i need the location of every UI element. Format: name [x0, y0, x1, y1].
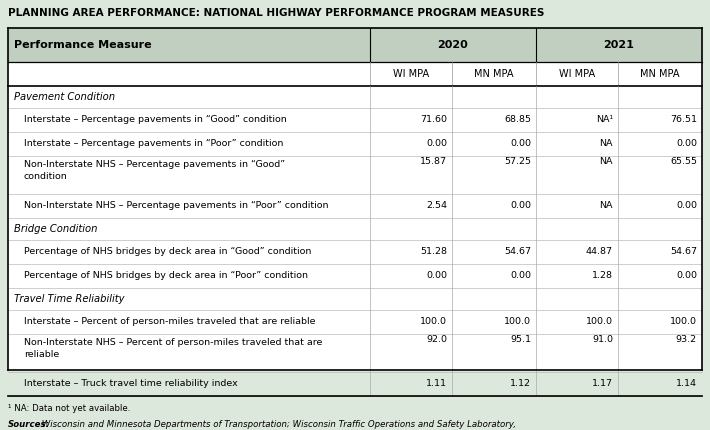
Text: NA: NA: [599, 157, 613, 166]
Text: 100.0: 100.0: [420, 317, 447, 326]
Text: Interstate – Percentage pavements in “Good” condition: Interstate – Percentage pavements in “Go…: [24, 116, 287, 125]
Text: 0.00: 0.00: [676, 202, 697, 211]
Text: 0.00: 0.00: [676, 139, 697, 148]
Text: Bridge Condition: Bridge Condition: [14, 224, 97, 234]
Text: WI MPA: WI MPA: [393, 69, 429, 79]
Text: Pavement Condition: Pavement Condition: [14, 92, 115, 102]
Text: NA¹: NA¹: [596, 116, 613, 125]
Text: WI MPA: WI MPA: [559, 69, 595, 79]
Text: Percentage of NHS bridges by deck area in “Good” condition: Percentage of NHS bridges by deck area i…: [24, 248, 312, 257]
Text: Sources:: Sources:: [8, 420, 50, 429]
Text: 1.11: 1.11: [426, 380, 447, 388]
Text: 100.0: 100.0: [670, 317, 697, 326]
Text: Interstate – Percentage pavements in “Poor” condition: Interstate – Percentage pavements in “Po…: [24, 139, 283, 148]
Text: 0.00: 0.00: [426, 139, 447, 148]
Text: Wisconsin and Minnesota Departments of Transportation; Wisconsin Traffic Operati: Wisconsin and Minnesota Departments of T…: [39, 420, 515, 429]
Text: 0.00: 0.00: [510, 271, 531, 280]
Text: 2021: 2021: [604, 40, 635, 50]
Text: 65.55: 65.55: [670, 157, 697, 166]
Bar: [8, 28, 702, 370]
Text: Interstate – Truck travel time reliability index: Interstate – Truck travel time reliabili…: [24, 380, 238, 388]
Text: 100.0: 100.0: [504, 317, 531, 326]
Text: Non-Interstate NHS – Percentage pavements in “Poor” condition: Non-Interstate NHS – Percentage pavement…: [24, 202, 329, 211]
Text: 2020: 2020: [437, 40, 469, 50]
Text: Performance Measure: Performance Measure: [14, 40, 152, 50]
Text: Travel Time Reliability: Travel Time Reliability: [14, 294, 124, 304]
Text: 1.28: 1.28: [592, 271, 613, 280]
Text: 0.00: 0.00: [676, 271, 697, 280]
Text: 0.00: 0.00: [510, 139, 531, 148]
Text: 100.0: 100.0: [586, 317, 613, 326]
Text: NA: NA: [599, 202, 613, 211]
Text: Percentage of NHS bridges by deck area in “Poor” condition: Percentage of NHS bridges by deck area i…: [24, 271, 308, 280]
Text: 93.2: 93.2: [676, 335, 697, 344]
Text: ¹ NA: Data not yet available.: ¹ NA: Data not yet available.: [8, 404, 131, 413]
Text: Non-Interstate NHS – Percent of person-miles traveled that are
reliable: Non-Interstate NHS – Percent of person-m…: [24, 338, 322, 359]
Text: 1.17: 1.17: [592, 380, 613, 388]
Text: 44.87: 44.87: [586, 248, 613, 257]
Text: 2.54: 2.54: [426, 202, 447, 211]
Bar: [8, 28, 702, 62]
Text: 92.0: 92.0: [426, 335, 447, 344]
Text: 91.0: 91.0: [592, 335, 613, 344]
Text: 76.51: 76.51: [670, 116, 697, 125]
Text: MN MPA: MN MPA: [640, 69, 679, 79]
Text: 68.85: 68.85: [504, 116, 531, 125]
Text: 0.00: 0.00: [426, 271, 447, 280]
Text: 54.67: 54.67: [504, 248, 531, 257]
Text: MN MPA: MN MPA: [474, 69, 514, 79]
Text: 95.1: 95.1: [510, 335, 531, 344]
Text: 0.00: 0.00: [510, 202, 531, 211]
Text: 51.28: 51.28: [420, 248, 447, 257]
Text: Non-Interstate NHS – Percentage pavements in “Good”
condition: Non-Interstate NHS – Percentage pavement…: [24, 160, 285, 181]
Text: 1.12: 1.12: [510, 380, 531, 388]
Text: 54.67: 54.67: [670, 248, 697, 257]
Text: 57.25: 57.25: [504, 157, 531, 166]
Text: PLANNING AREA PERFORMANCE: NATIONAL HIGHWAY PERFORMANCE PROGRAM MEASURES: PLANNING AREA PERFORMANCE: NATIONAL HIGH…: [8, 8, 545, 18]
Text: 71.60: 71.60: [420, 116, 447, 125]
Bar: [8, 62, 702, 86]
Text: NA: NA: [599, 139, 613, 148]
Text: Interstate – Percent of person-miles traveled that are reliable: Interstate – Percent of person-miles tra…: [24, 317, 315, 326]
Text: 15.87: 15.87: [420, 157, 447, 166]
Text: 1.14: 1.14: [676, 380, 697, 388]
